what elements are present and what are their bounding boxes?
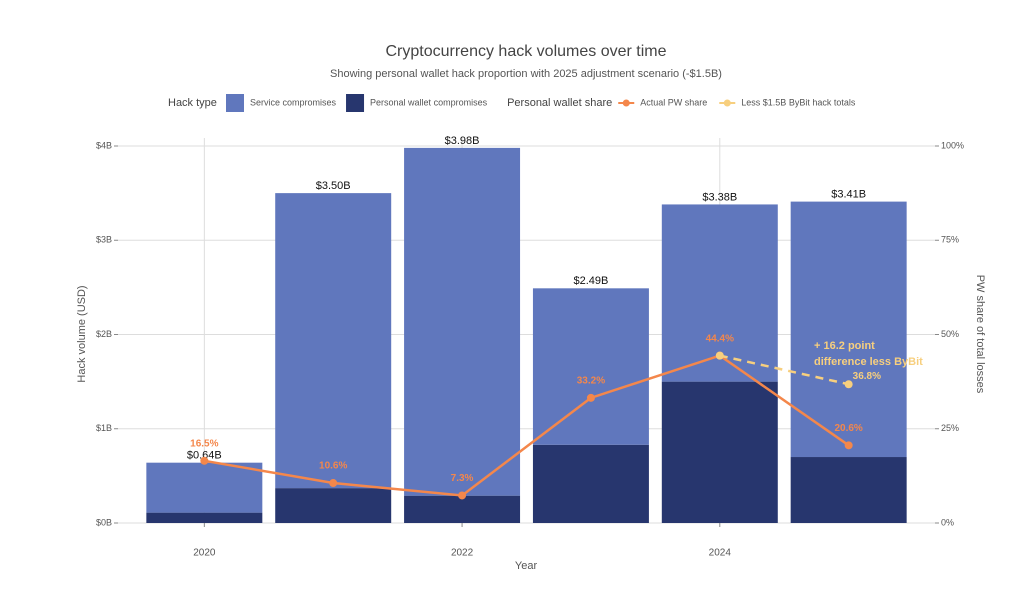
line-point xyxy=(586,393,595,402)
total-label: $3.98B xyxy=(445,135,480,147)
value-label: 36.8% xyxy=(853,371,881,382)
legend-label: Personal wallet compromises xyxy=(370,97,488,107)
chart-title: Cryptocurrency hack volumes over time xyxy=(386,43,667,60)
y-tick-label: $2B xyxy=(96,329,112,339)
line xyxy=(204,354,850,497)
line-point xyxy=(458,491,467,500)
value-label: 16.5% xyxy=(190,438,218,449)
y2-tick-label: 0% xyxy=(941,517,954,527)
bar-segment xyxy=(532,444,649,523)
bar-segment xyxy=(790,457,907,523)
total-label: $2.49B xyxy=(573,275,608,287)
y2-axis-title: PW share of total losses xyxy=(974,275,986,394)
total-label: $3.38B xyxy=(702,191,737,203)
line-point xyxy=(329,479,338,488)
y-tick-label: $4B xyxy=(96,140,112,150)
y-tick-label: $1B xyxy=(96,423,112,433)
line-point xyxy=(715,351,724,360)
value-label: 44.4% xyxy=(706,333,734,344)
annotation: difference less ByBit xyxy=(814,356,923,368)
legend-title: Hack type xyxy=(168,97,217,109)
y2-tick-label: 50% xyxy=(941,329,959,339)
total-label: $3.50B xyxy=(316,180,351,192)
bar-segment xyxy=(404,147,521,496)
legend-label: Less $1.5B ByBit hack totals xyxy=(741,97,856,107)
x-axis-title: Year xyxy=(515,560,538,572)
y-tick-label: $3B xyxy=(96,235,112,245)
y2-tick-label: 75% xyxy=(941,235,959,245)
bar-segment xyxy=(146,462,263,513)
x-tick-label: 2020 xyxy=(193,548,216,559)
annotation: + 16.2 point xyxy=(814,340,875,352)
bar-segment xyxy=(275,488,392,523)
bar-segment xyxy=(404,495,521,523)
x-tick-label: 2024 xyxy=(709,548,732,559)
x-tick-label: 2022 xyxy=(451,548,474,559)
chart-subtitle: Showing personal wallet hack proportion … xyxy=(330,68,722,80)
y-axis-title: Hack volume (USD) xyxy=(76,285,88,382)
total-label: $0.64B xyxy=(187,450,222,462)
y-tick-label: $0B xyxy=(96,517,112,527)
bar-segment xyxy=(790,201,907,458)
legend-label: Actual PW share xyxy=(640,97,707,107)
bar-segment xyxy=(275,193,392,489)
bar-segment xyxy=(532,288,649,445)
legend-swatch xyxy=(622,99,630,107)
line-point xyxy=(200,456,209,465)
total-label: $3.41B xyxy=(831,189,866,201)
value-label: 7.3% xyxy=(451,473,474,484)
y2-tick-label: 25% xyxy=(941,423,959,433)
legend-swatch xyxy=(226,94,244,112)
legend-label: Service compromises xyxy=(250,97,337,107)
y2-tick-label: 100% xyxy=(941,140,964,150)
bar-segment xyxy=(146,512,263,523)
line-point xyxy=(844,380,853,389)
legend-swatch xyxy=(346,94,365,112)
line-point xyxy=(844,441,853,450)
legend-swatch xyxy=(723,99,731,107)
value-label: 20.6% xyxy=(834,423,862,434)
bar-segment xyxy=(661,381,778,523)
value-label: 10.6% xyxy=(319,461,347,472)
legend-title: Personal wallet share xyxy=(507,97,612,109)
value-label: 33.2% xyxy=(577,375,605,386)
